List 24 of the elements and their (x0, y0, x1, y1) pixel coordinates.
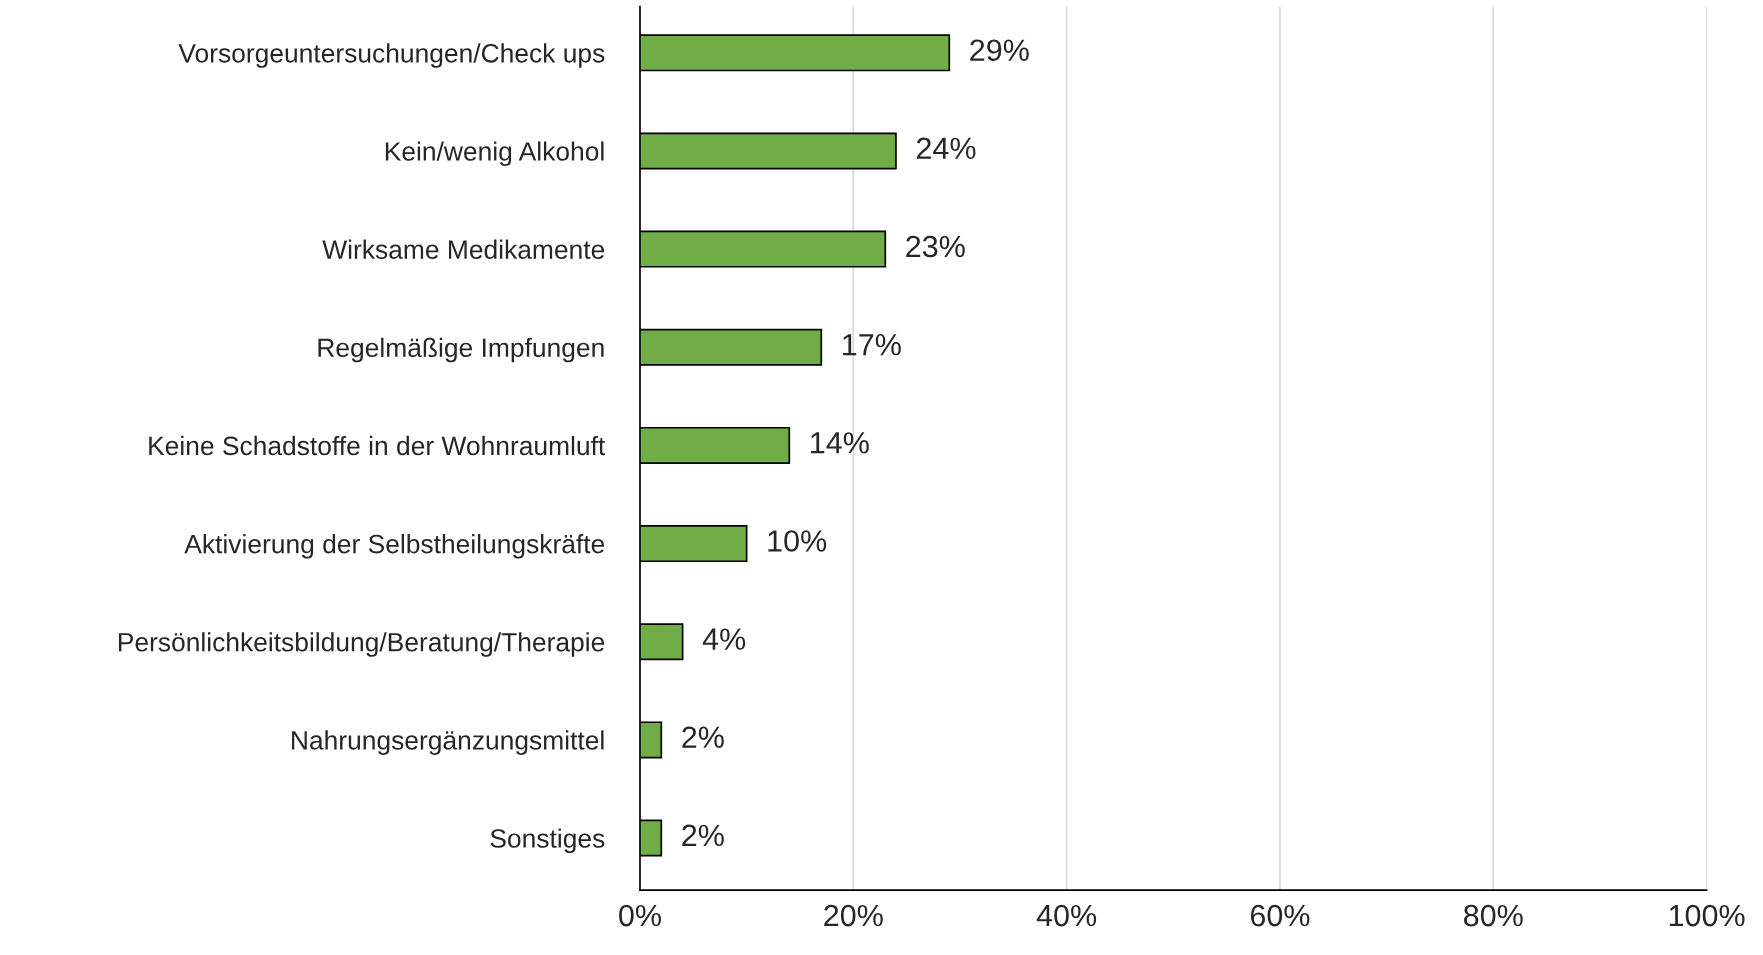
x-tick-label: 60% (1250, 904, 1310, 927)
y-tick-label: Keine Schadstoffe in der Wohnraumluft (149, 435, 606, 456)
x-tick-label: 20% (824, 904, 883, 927)
data-label: 29% (970, 39, 1029, 62)
data-label: 4% (702, 628, 746, 650)
x-tick-label: 100% (1669, 904, 1745, 927)
data-label: 2% (682, 824, 724, 847)
data-label: 14% (811, 432, 869, 454)
y-tick-label: Regelmäßige Impfungen (318, 337, 604, 363)
y-tick-label: Aktivierung der Selbstheilungskräfte (184, 534, 605, 559)
data-label: 24% (916, 137, 976, 160)
data-label: 10% (768, 530, 827, 552)
y-tick-label: Sonstiges (490, 828, 605, 854)
data-label: 23% (906, 235, 965, 258)
x-tick-label: 40% (1036, 904, 1097, 927)
data-label: 2% (682, 726, 724, 748)
y-tick-label: Vorsorgeuntersuchungen/Check ups (178, 43, 605, 68)
y-tick-label: Nahrungsergänzungsmittel (292, 730, 604, 755)
y-tick-label: Kein/wenig Alkohol (385, 141, 604, 167)
x-tick-label: 80% (1464, 904, 1523, 927)
data-label: 17% (843, 333, 901, 356)
y-tick-label: Wirksame Medikamente (322, 239, 605, 259)
y-tick-label: Persönlichkeitsbildung/Beratung/Therapie (118, 632, 605, 657)
x-tick-label: 0% (619, 904, 661, 927)
